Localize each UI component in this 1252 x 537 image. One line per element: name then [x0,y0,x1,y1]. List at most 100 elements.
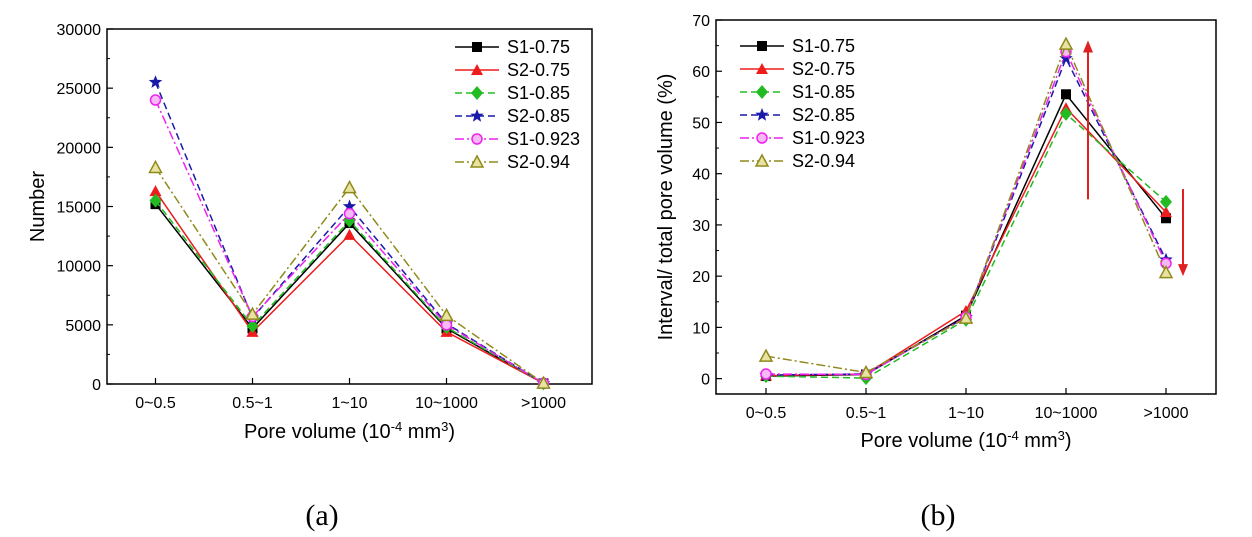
series-S2-0.94 [758,36,1174,379]
y-tick-label: 20000 [57,140,102,157]
data-point [1160,194,1172,209]
legend-marker [756,63,768,74]
x-axis-label-pre: Pore volume (10 [244,421,391,443]
data-point [1061,89,1071,100]
panel-caption: (a) [305,499,338,532]
legend-label: S2-0.75 [792,59,855,79]
x-tick-label: 0~0.5 [746,405,787,422]
y-tick-label: 15000 [57,200,102,217]
data-point [440,319,453,331]
legend-label: S1-0.85 [792,82,855,102]
data-point [343,207,356,220]
data-point [149,94,162,106]
legend-item: S2-0.94 [740,151,855,171]
x-axis-label-sup1: -4 [1007,428,1019,443]
panel-caption: (b) [921,499,956,532]
x-tick-label: 10~1000 [415,395,478,412]
legend-label: S2-0.75 [507,60,570,80]
data-point [858,364,874,379]
x-tick-label: 1~10 [331,395,367,412]
x-axis-label: Pore volume (10-4 mm3) [860,428,1071,453]
x-axis-label-post: ) [1065,430,1072,452]
data-point [536,375,551,389]
y-tick-label: 0 [92,377,101,394]
legend-label: S1-0.923 [507,129,580,149]
plot-frame [715,19,1217,395]
data-point [1161,213,1171,224]
legend-marker [757,41,767,51]
data-point [1058,36,1074,50]
data-point [1060,106,1072,121]
y-tick-label: 5000 [65,318,101,335]
y-tick-label: 30000 [57,22,102,39]
data-point [149,193,162,208]
data-point [760,368,772,380]
legend-marker [469,154,485,168]
legend-item: S2-0.94 [455,152,570,172]
legend-item: S1-0.75 [455,37,570,57]
legend-item: S1-0.85 [740,82,855,102]
legend-marker [470,109,484,122]
annotation-arrow-head [1083,40,1093,53]
y-tick-label: 40 [692,167,710,184]
data-point [758,348,774,362]
data-point [1158,265,1174,279]
y-tick-label: 20 [692,269,710,286]
y-axis-label: Interval/ total pore volume (%) [655,74,677,341]
legend-label: S1-0.85 [507,83,570,103]
legend-label: S1-0.75 [792,36,855,56]
legend-label: S2-0.85 [507,106,570,126]
x-axis-label-pre: Pore volume (10 [860,430,1007,452]
x-axis-label-sup2: 3 [1058,428,1065,443]
legend-marker [471,133,483,145]
legend-label: S2-0.94 [792,151,855,171]
x-tick-label: 0.5~1 [232,395,273,412]
legend-marker [472,42,482,52]
x-tick-label: >1000 [1144,405,1189,422]
data-point [148,75,163,88]
data-point [958,310,974,324]
legend-item: S1-0.85 [455,83,570,103]
x-axis-label: Pore volume (10-4 mm3) [244,419,455,444]
legend-label: S1-0.923 [792,128,865,148]
chart-panel-b: 0 10 20 30 40 50 60 70 0~0.5 0.5~1 1~10 10~1000 >100… [655,13,1217,532]
x-tick-label: 10~1000 [1035,405,1098,422]
y-tick-label: 10000 [57,259,102,276]
x-tick-label: 0.5~1 [846,405,887,422]
data-point [343,228,356,240]
chart-panel-a: 0 5000 10000 15000 20000 25000 30000 0~0.5 0.5~1… [27,22,593,532]
legend-label: S2-0.94 [507,152,570,172]
y-tick-label: 50 [692,115,710,132]
x-axis-label-sup2: 3 [441,419,448,434]
y-tick-label: 25000 [57,81,102,98]
data-point [149,185,162,197]
series-S2-0.94 [148,159,551,389]
series-S1-0.85 [149,193,550,391]
x-tick-label: 0~0.5 [135,395,176,412]
legend-item: S1-0.75 [740,36,855,56]
series-line [154,99,544,384]
legend-marker [471,64,483,75]
legend-item: S2-0.75 [740,59,855,79]
x-axis-label-mid: mm [1019,430,1058,452]
legend-label: S2-0.85 [792,105,855,125]
data-point [1059,51,1073,65]
y-tick-label: 10 [692,320,710,337]
data-point [342,180,357,194]
data-point [439,307,454,322]
y-axis-label: Number [27,171,49,242]
y-tick-label: 0 [701,372,710,389]
x-axis-label-mid: mm [402,421,441,443]
legend-item: S2-0.85 [740,105,855,125]
y-tick-label: 60 [692,64,710,81]
series-line [765,42,1167,374]
y-tick-label: 30 [692,218,710,235]
legend-item: S1-0.923 [455,129,580,149]
data-point [342,199,357,213]
x-tick-label: >1000 [521,395,566,412]
x-axis-label-post: ) [448,421,455,443]
legend-label: S1-0.75 [507,37,570,57]
legend-marker [755,108,769,121]
legend-item: S2-0.75 [455,60,570,80]
